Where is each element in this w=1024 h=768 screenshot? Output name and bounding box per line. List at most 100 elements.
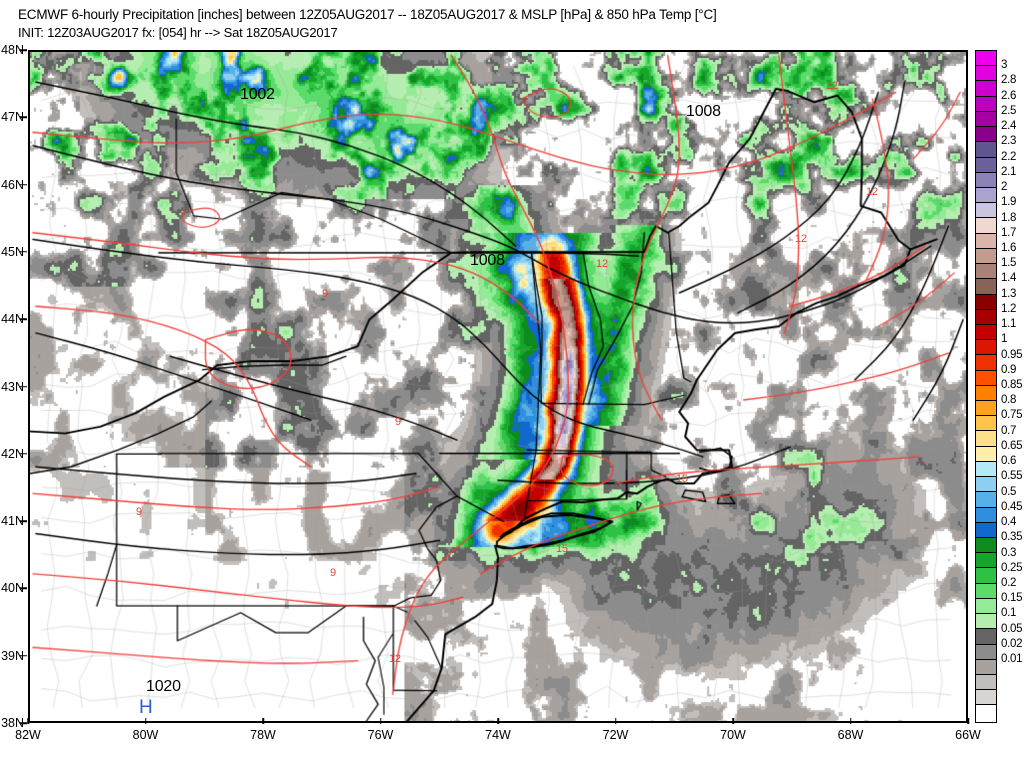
colorbar-level-label: 2.2 [1001, 150, 1017, 163]
colorbar-swatch [976, 416, 996, 432]
colorbar-level-label: 0.1 [1001, 607, 1017, 620]
colorbar-level-label: 0.45 [1001, 500, 1023, 513]
lon-tick-label: 82W [15, 728, 41, 742]
colorbar-swatch [976, 81, 996, 97]
lat-tick-label: 41N [1, 514, 24, 529]
colorbar-swatch [976, 233, 996, 249]
colorbar-level-label: 0.05 [1001, 622, 1023, 635]
colorbar-swatch [976, 461, 996, 478]
colorbar-swatch [976, 538, 996, 554]
lat-tick-mark [20, 722, 27, 724]
map-plot-area[interactable] [28, 50, 968, 723]
colorbar-tick-labels: 3 2.8 2.6 2.5 2.4 2.3 2.2 2.1 2 1.9 1.8 1.7 1.6 1.5 1.… [1000, 50, 1024, 723]
chart-subtitle: INIT: 12Z03AUG2017 fx: [054] hr --> Sat … [18, 25, 338, 41]
colorbar-level-label: 0.55 [1001, 470, 1023, 483]
colorbar-level-label: 1.5 [1001, 257, 1017, 270]
lon-tick-label: 76W [367, 728, 394, 742]
colorbar-level-label: 2.4 [1001, 120, 1017, 133]
colorbar-swatch [976, 187, 996, 204]
colorbar-level-label: 0.7 [1001, 424, 1017, 437]
lat-tick-label: 40N [1, 581, 24, 596]
colorbar-level-label: 0.4 [1001, 516, 1017, 529]
colorbar-level-label: 0.85 [1001, 379, 1023, 391]
colorbar-level-label: 0.01 [1001, 653, 1023, 666]
colorbar-swatch [976, 598, 996, 615]
lat-tick-mark [20, 49, 27, 51]
lat-tick-mark [20, 318, 27, 320]
colorbar-level-label: 0.6 [1001, 455, 1017, 468]
colorbar-swatch [976, 644, 996, 660]
colorbar-level-label: 0.5 [1001, 485, 1017, 498]
colorbar-level-label: 1.4 [1001, 272, 1017, 285]
colorbar-swatch [976, 553, 996, 569]
lat-tick-mark [20, 520, 27, 522]
colorbar-level-label: 0.15 [1001, 592, 1023, 605]
colorbar-swatch [976, 522, 996, 538]
colorbar-level-label: 0.02 [1001, 637, 1023, 650]
lon-tick-label: 70W [720, 728, 746, 742]
colorbar-level-label: 0.35 [1001, 531, 1023, 544]
colorbar-swatches[interactable] [975, 50, 997, 723]
colorbar-level-label: 0.8 [1001, 394, 1017, 407]
colorbar-swatch [976, 385, 996, 402]
colorbar-swatch [976, 401, 996, 417]
colorbar-swatch [976, 507, 996, 523]
lon-tick-label: 78W [250, 728, 276, 742]
colorbar-level-label: 1.1 [1001, 318, 1017, 331]
colorbar-swatch [976, 477, 996, 493]
colorbar-level-label: 0.65 [1001, 439, 1023, 452]
lat-tick-label: 43N [1, 379, 24, 394]
lat-tick-label: 46N [1, 177, 24, 192]
lat-tick-label: 39N [1, 648, 24, 663]
colorbar-level-label: 0.95 [1001, 348, 1023, 361]
colorbar-swatch [976, 294, 996, 310]
lat-tick-label: 47N [1, 110, 24, 125]
colorbar-level-label: 0.2 [1001, 576, 1017, 589]
lat-tick-mark [20, 116, 27, 119]
colorbar-swatch [976, 264, 996, 280]
colorbar-level-label: 1.8 [1001, 211, 1017, 224]
lat-tick-label: 42N [1, 446, 24, 461]
colorbar-swatch [976, 583, 996, 599]
colorbar-swatch [976, 111, 996, 128]
colorbar-swatch [976, 51, 996, 67]
colorbar-level-label: 1.2 [1001, 302, 1017, 315]
colorbar-swatch [976, 690, 996, 706]
colorbar-level-label: 1.9 [1001, 196, 1017, 209]
colorbar-swatch [976, 446, 996, 462]
lat-tick-mark [20, 385, 27, 388]
colorbar-level-label: 2.3 [1001, 135, 1017, 148]
lon-tick-label: 80W [132, 728, 159, 742]
lat-tick-label: 44N [1, 312, 24, 327]
lon-tick-label: 66W [955, 728, 981, 742]
colorbar-swatch [976, 279, 996, 295]
colorbar-swatch [976, 629, 996, 645]
colorbar-level-label: 2 [1001, 181, 1008, 194]
lon-tick-label: 74W [485, 728, 511, 742]
colorbar-swatch [976, 431, 996, 447]
colorbar-swatch [976, 157, 996, 173]
colorbar-swatch [976, 614, 996, 630]
lat-tick-mark [20, 587, 27, 590]
colorbar-swatch [976, 659, 996, 675]
colorbar-swatch [976, 218, 996, 234]
colorbar-swatch [976, 370, 996, 386]
colorbar-level-label: 1.6 [1001, 241, 1017, 254]
colorbar-swatch [976, 127, 996, 143]
colorbar-swatch [976, 142, 996, 158]
colorbar-swatch [976, 248, 996, 265]
colorbar-level-label: 2.1 [1001, 165, 1017, 178]
colorbar-swatch [976, 66, 996, 82]
colorbar-level-label: 1.7 [1001, 226, 1017, 239]
precipitation-map-canvas [30, 52, 966, 721]
colorbar-level-label: 3 [1001, 59, 1008, 72]
colorbar-level-label: 2.5 [1001, 104, 1017, 117]
colorbar-level-label: 0.75 [1001, 409, 1023, 422]
colorbar-level-label: 0.3 [1001, 546, 1017, 559]
colorbar-swatch [976, 340, 996, 356]
lat-tick-mark [20, 654, 27, 657]
colorbar-swatch [976, 96, 996, 112]
lat-tick-mark [20, 453, 27, 455]
colorbar-level-label: 0.25 [1001, 561, 1023, 574]
colorbar-swatch [976, 355, 996, 371]
